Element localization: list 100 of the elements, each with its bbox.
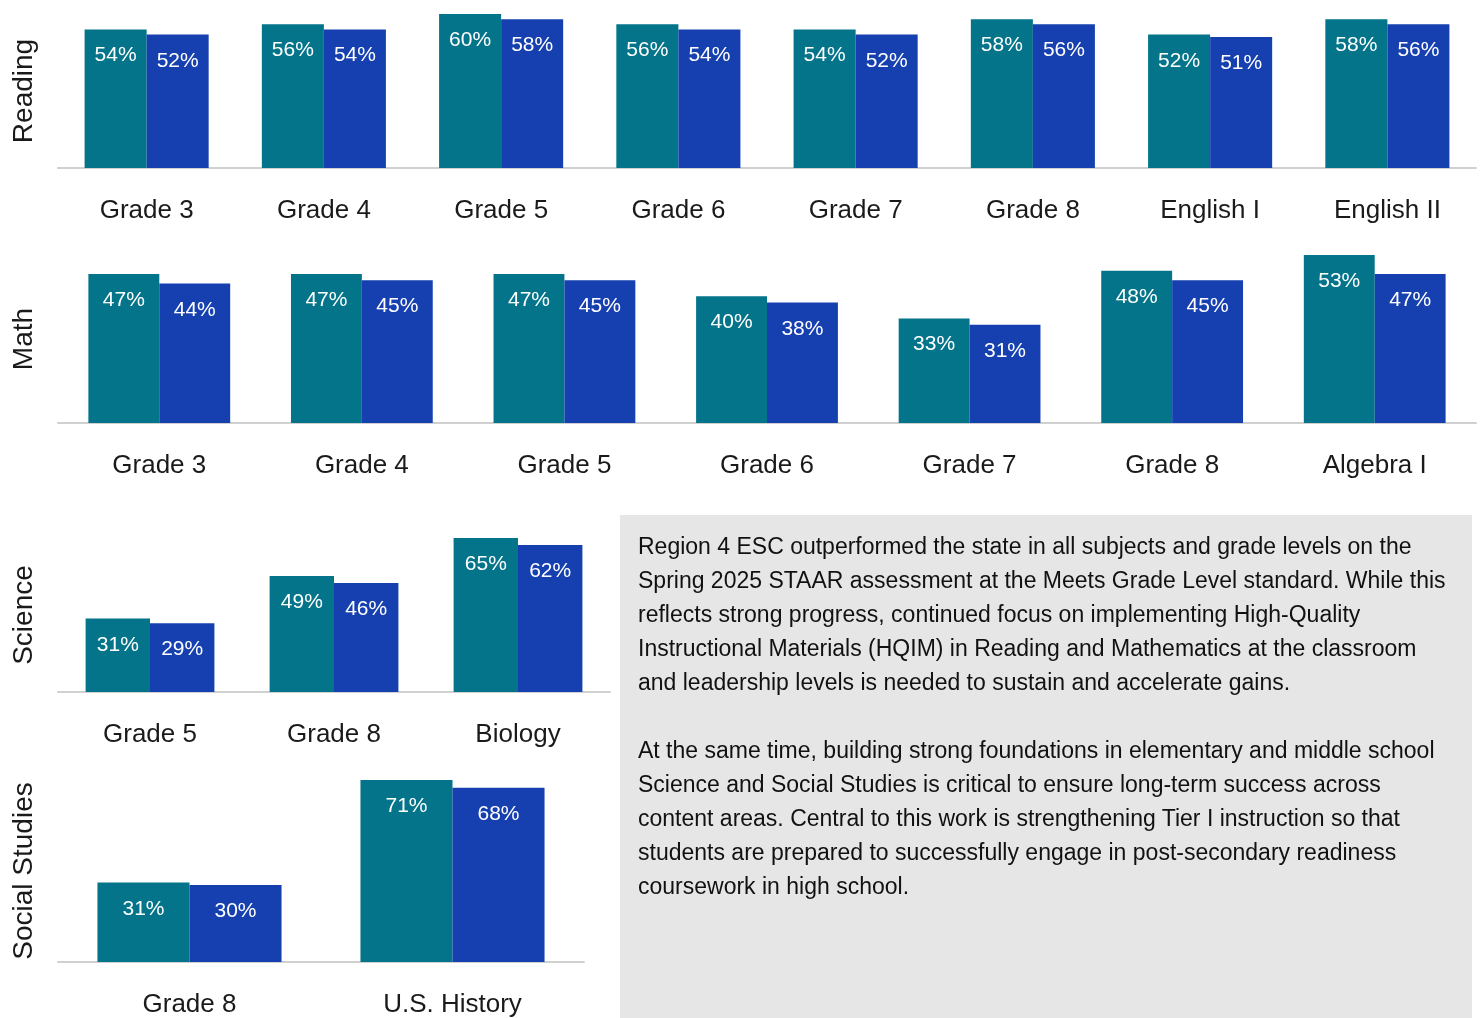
bar bbox=[261, 24, 324, 168]
data-label: 47% bbox=[1389, 287, 1432, 311]
data-label: 54% bbox=[688, 42, 731, 66]
bar bbox=[1387, 24, 1450, 168]
bar bbox=[501, 19, 564, 168]
bar bbox=[439, 14, 502, 168]
x-tick-label: Grade 4 bbox=[276, 194, 371, 224]
data-label: 56% bbox=[1397, 37, 1440, 61]
x-tick-label: Grade 8 bbox=[142, 988, 237, 1018]
y-axis-title: Social Studies bbox=[6, 782, 38, 960]
bar bbox=[518, 545, 583, 692]
data-label: 62% bbox=[529, 558, 572, 582]
bar bbox=[1303, 255, 1375, 423]
data-label: 47% bbox=[507, 287, 550, 311]
x-tick-label: Grade 6 bbox=[631, 194, 726, 224]
bar bbox=[361, 280, 433, 423]
data-label: 47% bbox=[102, 287, 145, 311]
bar bbox=[767, 302, 838, 423]
bar bbox=[269, 575, 334, 692]
x-tick-label: Algebra I bbox=[1322, 449, 1427, 479]
data-label: 44% bbox=[173, 296, 216, 320]
data-label: 45% bbox=[578, 293, 621, 317]
data-label: 68% bbox=[477, 800, 520, 824]
y-axis-title: Reading bbox=[6, 38, 38, 144]
data-label: 56% bbox=[1042, 37, 1085, 61]
bar bbox=[159, 283, 231, 423]
bar bbox=[1210, 37, 1273, 168]
data-label: 49% bbox=[280, 588, 323, 612]
data-label: 31% bbox=[96, 631, 139, 655]
data-label: 29% bbox=[161, 636, 204, 660]
bar bbox=[969, 324, 1041, 423]
data-label: 45% bbox=[1186, 293, 1229, 317]
x-tick-label: English I bbox=[1160, 194, 1260, 224]
bar bbox=[1172, 280, 1244, 423]
data-label: 54% bbox=[803, 42, 846, 66]
x-tick-label: Grade 3 bbox=[99, 194, 194, 224]
data-label: 56% bbox=[626, 37, 669, 61]
data-label: 53% bbox=[1318, 268, 1361, 291]
x-tick-label: Biology bbox=[475, 718, 561, 748]
bar bbox=[1374, 274, 1446, 423]
bar bbox=[453, 538, 518, 692]
data-label: 52% bbox=[156, 47, 199, 71]
data-label: 40% bbox=[710, 309, 753, 333]
bar bbox=[898, 318, 970, 423]
bar bbox=[146, 34, 209, 168]
data-label: 33% bbox=[913, 331, 956, 355]
data-label: 52% bbox=[865, 47, 908, 71]
x-tick-label: Grade 5 bbox=[103, 718, 197, 748]
data-label: 38% bbox=[781, 315, 824, 339]
bar bbox=[696, 296, 767, 423]
x-tick-label: Grade 5 bbox=[454, 194, 549, 224]
bar bbox=[85, 618, 150, 692]
bar bbox=[678, 29, 741, 168]
data-label: 31% bbox=[984, 337, 1027, 361]
bar bbox=[1148, 34, 1211, 168]
data-label: 48% bbox=[1115, 283, 1158, 307]
bar bbox=[97, 882, 190, 962]
bar bbox=[360, 780, 453, 962]
bar bbox=[323, 29, 386, 168]
bar bbox=[970, 19, 1033, 168]
data-label: 45% bbox=[376, 293, 419, 317]
data-label: 31% bbox=[122, 895, 165, 919]
data-label: 30% bbox=[214, 898, 257, 922]
y-axis-title: Math bbox=[6, 307, 38, 371]
data-label: 47% bbox=[305, 287, 348, 311]
x-tick-label: Grade 8 bbox=[985, 194, 1080, 224]
bar bbox=[150, 623, 215, 692]
x-tick-label: Grade 6 bbox=[720, 449, 814, 479]
bar bbox=[616, 24, 679, 168]
data-label: 46% bbox=[345, 596, 388, 620]
x-tick-label: Grade 7 bbox=[808, 194, 903, 224]
data-label: 65% bbox=[464, 551, 507, 574]
bar bbox=[564, 280, 636, 423]
text: At the same time, building strong foundations in elementary and middle school Science and Social Studies is critical to ensure long-term success across content areas. Central to this work is strengthening Tier I instruction so that students are prepared to successfully engage in post-secondary readiness coursework in high school. bbox=[638, 736, 1436, 901]
bar bbox=[1325, 19, 1388, 168]
bar bbox=[1032, 24, 1095, 168]
x-tick-label: English II bbox=[1333, 194, 1441, 224]
data-label: 58% bbox=[511, 32, 554, 56]
x-tick-label: Grade 3 bbox=[112, 449, 207, 479]
y-axis-title: Science bbox=[6, 565, 38, 665]
bar bbox=[793, 29, 856, 168]
x-tick-label: Grade 7 bbox=[922, 449, 1017, 479]
bar bbox=[452, 787, 545, 962]
bar bbox=[493, 274, 565, 423]
bar bbox=[88, 274, 160, 423]
x-tick-label: Grade 4 bbox=[314, 449, 409, 479]
bar bbox=[290, 274, 362, 423]
data-label: 71% bbox=[385, 793, 428, 816]
data-label: 52% bbox=[1158, 47, 1201, 71]
data-label: 54% bbox=[333, 42, 376, 66]
x-tick-label: Grade 8 bbox=[287, 718, 381, 748]
bar bbox=[1101, 270, 1173, 423]
data-label: 58% bbox=[1335, 32, 1378, 56]
bar bbox=[855, 34, 918, 168]
data-label: 56% bbox=[271, 37, 314, 61]
bar bbox=[189, 885, 282, 962]
bar bbox=[84, 29, 147, 168]
data-label: 54% bbox=[94, 42, 137, 66]
data-label: 51% bbox=[1220, 50, 1263, 74]
x-tick-label: U.S. History bbox=[383, 988, 522, 1018]
